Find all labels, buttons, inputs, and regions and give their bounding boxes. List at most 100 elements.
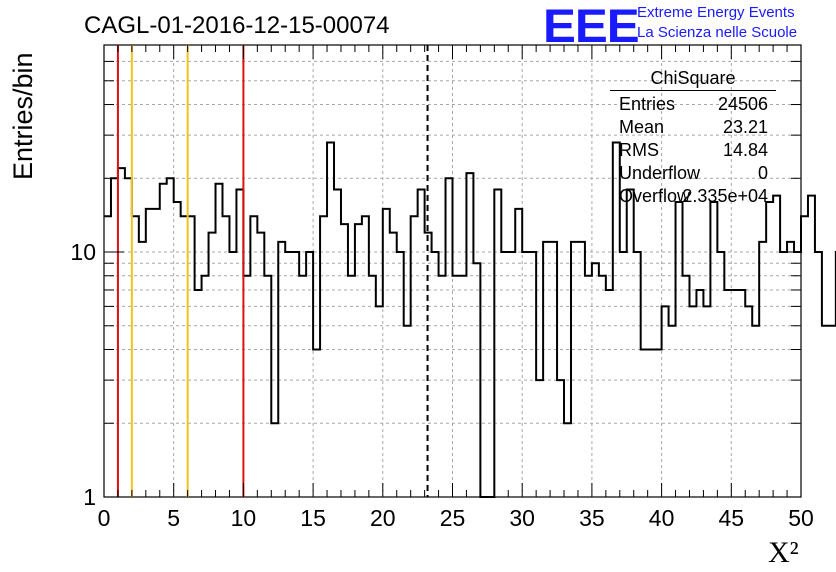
- histogram-bin: [418, 189, 425, 497]
- histogram-bin: [439, 276, 446, 497]
- histogram-bin: [501, 252, 508, 497]
- stats-row-rms: RMS 14.84: [610, 137, 776, 160]
- histogram-bin: [355, 224, 362, 497]
- histogram-bin: [404, 326, 411, 497]
- x-tick-label: 25: [440, 505, 466, 531]
- stats-title: ChiSquare: [610, 68, 776, 91]
- histogram-bin: [669, 326, 676, 497]
- histogram-bin: [599, 276, 606, 497]
- histogram-bin: [132, 216, 139, 497]
- histogram-bin: [104, 216, 111, 497]
- histogram-bin: [641, 350, 648, 497]
- histogram-bin: [341, 224, 348, 497]
- histogram-bin: [773, 196, 780, 497]
- histogram-bin: [717, 252, 724, 497]
- histogram-bin: [808, 196, 815, 497]
- x-tick-label: 40: [649, 505, 675, 531]
- histogram-bin: [383, 209, 390, 497]
- x-tick-label: 50: [788, 505, 814, 531]
- histogram-bin: [139, 242, 146, 497]
- histogram-bin: [446, 178, 453, 497]
- histogram-bin: [710, 202, 717, 497]
- histogram-bin: [362, 216, 369, 497]
- x-axis-label: X²: [768, 536, 799, 569]
- y-axis-label: Entries/bin: [8, 52, 38, 180]
- histogram-bin: [557, 380, 564, 497]
- histogram-bin: [815, 252, 822, 497]
- histogram-bin: [592, 263, 599, 497]
- histogram-bin: [543, 242, 550, 497]
- axis-ticks: 0 5 10 15 20 25 30 35 40 45 50 1 10: [70, 45, 814, 531]
- histogram-bin: [236, 189, 243, 497]
- histogram-bin: [125, 178, 132, 497]
- histogram-bin: [209, 233, 216, 497]
- stats-box: ChiSquare Entries 24506 Mean 23.21 RMS 1…: [610, 68, 776, 206]
- stats-value: 24506: [717, 94, 768, 114]
- histogram-bin: [167, 178, 174, 497]
- histogram-bin: [794, 252, 801, 497]
- histogram-bin: [250, 216, 257, 497]
- stats-value: 23.21: [722, 117, 768, 137]
- histogram-bin: [174, 202, 181, 497]
- logo-line2: La Scienza nelle Scuole: [637, 24, 798, 41]
- histogram-bin: [724, 290, 731, 497]
- y-tick-label: 1: [83, 484, 96, 510]
- histogram-bin: [222, 216, 229, 497]
- histogram-bin: [689, 306, 696, 497]
- stats-row-overflow: Overflow 2.335e+04: [610, 183, 776, 206]
- stats-label: RMS: [619, 140, 659, 160]
- histogram-bin: [243, 276, 250, 497]
- histogram-bin: [696, 290, 703, 497]
- histogram-bin: [738, 290, 745, 497]
- eee-logo: EEE: [543, 0, 640, 52]
- x-tick-label: 45: [719, 505, 745, 531]
- stats-row-underflow: Underflow 0: [610, 160, 776, 183]
- histogram-bin: [648, 350, 655, 497]
- x-tick-label: 10: [231, 505, 257, 531]
- histogram-bin: [662, 306, 669, 497]
- histogram-bin: [160, 184, 167, 497]
- histogram-bin: [411, 216, 418, 497]
- histogram-bin: [780, 252, 787, 497]
- histogram-bin: [522, 252, 529, 497]
- cut-lines: [116, 45, 429, 497]
- histogram-bin: [306, 252, 313, 497]
- histogram-bin: [432, 252, 439, 497]
- histogram-bin: [285, 252, 292, 497]
- histogram-bin: [271, 423, 278, 497]
- stats-value: 0: [757, 163, 768, 183]
- stats-label: Mean: [619, 117, 665, 137]
- x-tick-label: 5: [167, 505, 180, 531]
- histogram-bin: [634, 252, 641, 497]
- histogram-bin: [703, 306, 710, 497]
- histogram-bin: [578, 242, 585, 497]
- histogram-bin: [585, 276, 592, 497]
- histogram-bin: [515, 209, 522, 497]
- histogram-bin: [278, 242, 285, 497]
- logo-line1: Extreme Energy Events: [637, 4, 795, 21]
- histogram-bin: [111, 178, 118, 497]
- stats-row-mean: Mean 23.21: [610, 114, 776, 137]
- histogram-bin: [257, 233, 264, 497]
- histogram-bin: [683, 276, 690, 497]
- histogram-bin: [216, 184, 223, 497]
- histogram-bin: [264, 276, 271, 497]
- x-tick-label: 35: [579, 505, 605, 531]
- histogram-bin: [320, 216, 327, 497]
- histogram-bin: [731, 290, 738, 497]
- x-tick-label: 0: [98, 505, 111, 531]
- histogram-bin: [550, 242, 557, 497]
- histogram-bin: [801, 216, 808, 497]
- histogram-bin: [397, 252, 404, 497]
- x-tick-label: 15: [300, 505, 326, 531]
- histogram-bin: [655, 350, 662, 497]
- histogram-bin: [146, 209, 153, 497]
- histogram-bin: [676, 202, 683, 497]
- histogram-bin: [606, 290, 613, 497]
- histogram-bin: [181, 216, 188, 497]
- histogram-bin: [453, 276, 460, 497]
- histogram-bin: [195, 290, 202, 497]
- histogram-bin: [571, 242, 578, 497]
- histogram-bin: [118, 168, 125, 497]
